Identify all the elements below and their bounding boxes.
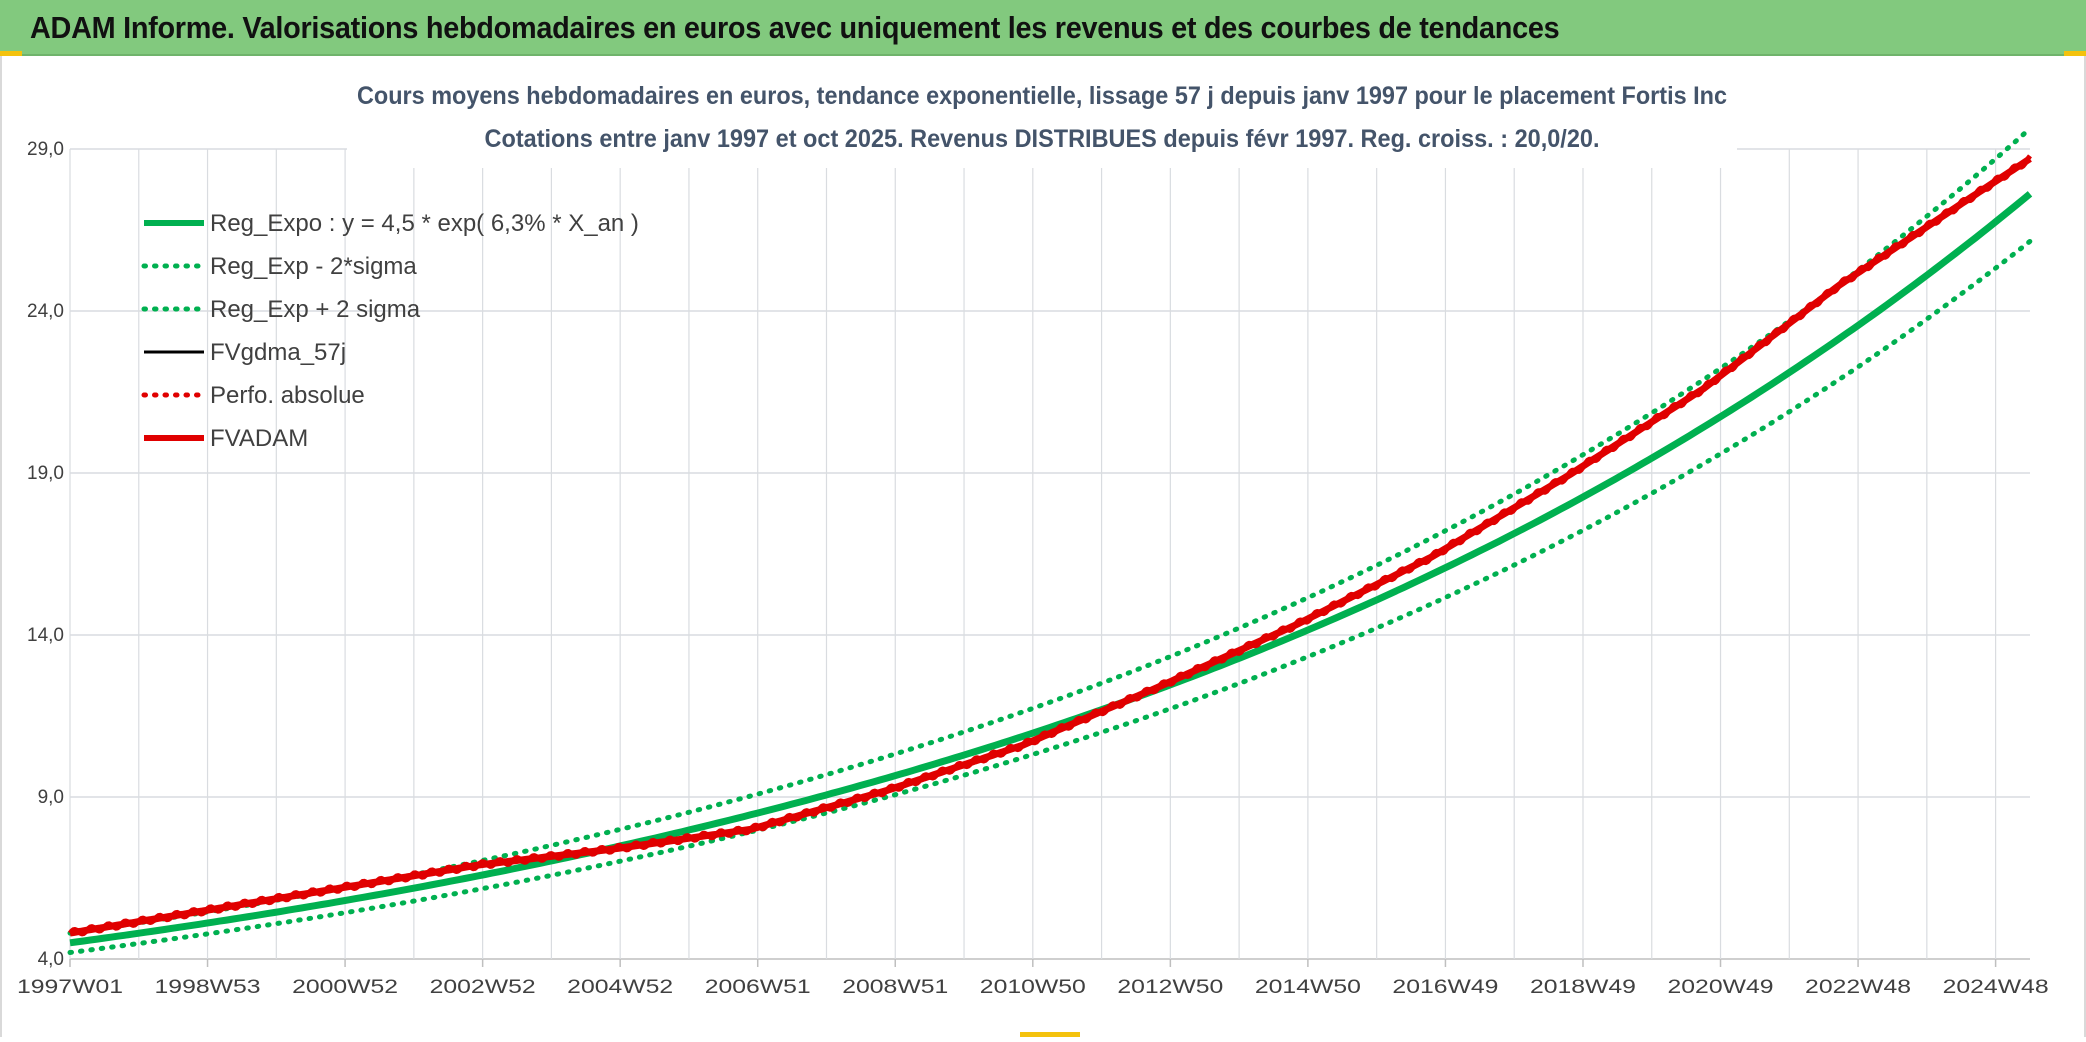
corner-accent-left: [0, 51, 22, 56]
axes: 4,0 9,0 14,0 19,0 24,0 29,0 1997W01 1998W53 2000…: [17, 139, 2049, 998]
y-tick-label: 4,0: [38, 949, 64, 970]
legend-label: FVADAM: [210, 425, 308, 452]
gridlines: [69, 148, 2030, 960]
x-tick-label: 2016W49: [1392, 977, 1498, 998]
corner-accent-right: [2064, 51, 2086, 56]
x-tick-label: 2002W52: [430, 977, 536, 998]
x-tick-label: 2000W52: [292, 977, 398, 998]
x-tick-label: 1997W01: [17, 977, 123, 998]
legend-label: Perfo. absolue: [210, 382, 365, 409]
legend-label: Reg_Exp - 2*sigma: [210, 253, 417, 280]
x-tick-label: 2008W51: [842, 977, 948, 998]
series-line-detail: [68, 154, 2032, 937]
series-line: [67, 126, 2033, 936]
x-tick-label: 2020W49: [1668, 977, 1774, 998]
chart-area: 4,0 9,0 14,0 19,0 24,0 29,0 1997W01 1998W53 2000…: [0, 56, 2086, 1037]
series: [67, 126, 2033, 955]
y-tick-label: 14,0: [27, 625, 64, 646]
legend-label: Reg_Exp + 2 sigma: [210, 296, 421, 323]
x-tick-label: 2014W50: [1255, 977, 1361, 998]
x-tick-label: 2012W50: [1117, 977, 1223, 998]
chart-title-line-1: Cours moyens hebdomadaires en euros, ten…: [357, 82, 1727, 110]
chart-title-background: [347, 56, 1737, 168]
x-tick-label: 2018W49: [1530, 977, 1636, 998]
report-title: ADAM Informe. Valorisations hebdomadaire…: [30, 10, 1560, 45]
x-tick-label: 2022W48: [1805, 977, 1911, 998]
y-tick-label: 24,0: [27, 301, 64, 322]
x-tick-label: 2010W50: [980, 977, 1086, 998]
x-tick-label: 2024W48: [1943, 977, 2049, 998]
y-tick-label: 29,0: [27, 139, 64, 160]
x-tick-label: 2006W51: [705, 977, 811, 998]
legend: Reg_Expo : y = 4,5 * exp( 6,3% * X_an ) R…: [141, 210, 639, 452]
y-tick-label: 19,0: [27, 463, 64, 484]
legend-label: Reg_Expo : y = 4,5 * exp( 6,3% * X_an ): [210, 210, 639, 237]
corner-accent-bottom: [1020, 1032, 1080, 1037]
report-title-bar: ADAM Informe. Valorisations hebdomadaire…: [0, 0, 2086, 56]
exponential-trend-chart: 4,0 9,0 14,0 19,0 24,0 29,0 1997W01 1998W53 2000…: [17, 56, 2049, 998]
chart-title-line-2: Cotations entre janv 1997 et oct 2025. R…: [485, 125, 1600, 153]
legend-label: FVgdma_57j: [210, 339, 346, 366]
series-line: [67, 238, 2033, 955]
series-line: [69, 191, 2033, 947]
x-tick-label: 1998W53: [155, 977, 261, 998]
y-tick-label: 9,0: [38, 787, 64, 808]
x-tick-label: 2004W52: [567, 977, 673, 998]
